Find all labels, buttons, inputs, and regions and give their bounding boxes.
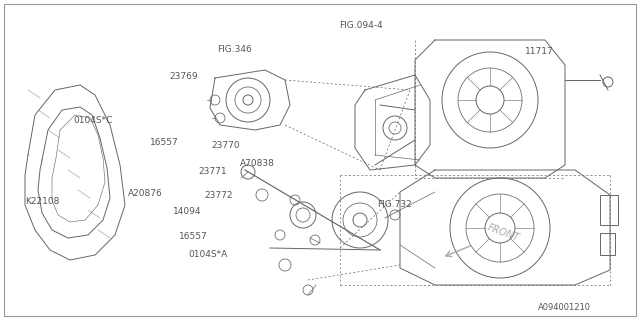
Text: FIG.094-4: FIG.094-4 <box>339 21 383 30</box>
Text: FIG.346: FIG.346 <box>218 45 252 54</box>
Text: A70838: A70838 <box>240 159 275 168</box>
Bar <box>600 233 615 255</box>
Text: 14094: 14094 <box>173 207 202 216</box>
Text: FIG.732: FIG.732 <box>378 200 412 209</box>
Text: K22108: K22108 <box>26 197 60 206</box>
Text: A20876: A20876 <box>128 189 163 198</box>
Text: 11717: 11717 <box>525 47 554 56</box>
Text: 23771: 23771 <box>198 167 227 176</box>
Bar <box>600 195 618 225</box>
Text: 0104S*C: 0104S*C <box>74 116 113 124</box>
Text: 23770: 23770 <box>211 141 240 150</box>
Text: 16557: 16557 <box>150 138 179 147</box>
Text: 0104S*A: 0104S*A <box>189 250 228 259</box>
Text: 23772: 23772 <box>205 191 234 200</box>
Text: A094001210: A094001210 <box>538 303 591 312</box>
Text: FRONT: FRONT <box>486 222 521 243</box>
Text: 23769: 23769 <box>170 72 198 81</box>
Text: 16557: 16557 <box>179 232 208 241</box>
